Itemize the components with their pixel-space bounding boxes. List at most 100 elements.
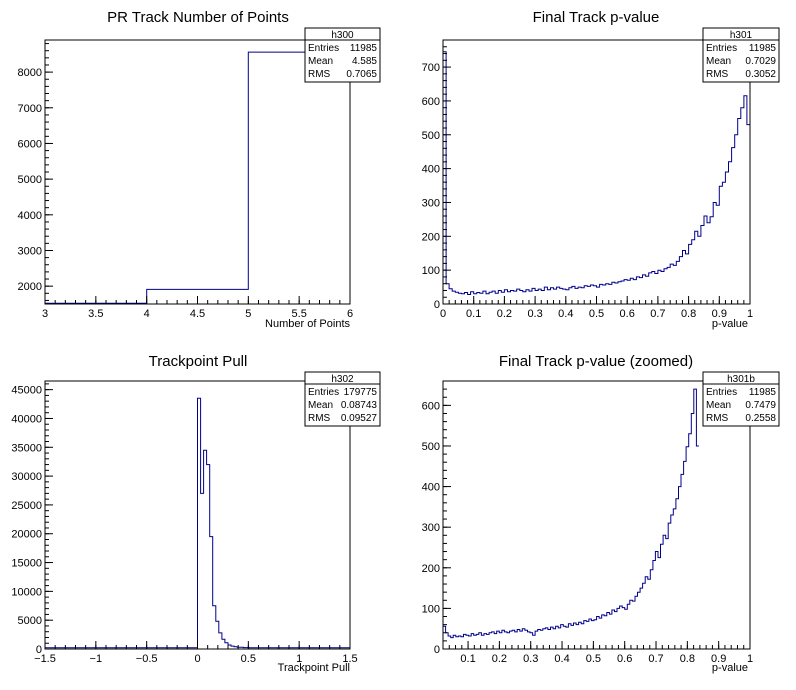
histogram-panel-1: PR Track Number of Points 3 3.5 4 4.5 5 5.5 6Nu…: [18, 9, 381, 330]
x-tick-label: 0.5: [241, 653, 256, 665]
y-axis: 2000 3000 4000 5000 6000 7000 8000: [18, 43, 53, 301]
stats-label: RMS: [308, 69, 331, 80]
stats-label: RMS: [706, 69, 729, 80]
y-tick-label: 600: [422, 400, 440, 412]
stats-box: h302 Entries 179775 Mean 0.08743 RMS 0.09527: [304, 371, 381, 427]
stats-box-frame: [702, 27, 780, 83]
y-tick-label: 0: [434, 644, 440, 656]
y-tick-label: 45000: [11, 385, 42, 397]
x-tick-label: 0.8: [680, 653, 695, 665]
stats-box: h301 Entries 11985 Mean 0.7029 RMS 0.3052: [702, 27, 780, 83]
stats-box-frame: [702, 371, 780, 427]
chart-title: Final Track p-value (zoomed): [499, 353, 693, 370]
chart-title: Trackpoint Pull: [149, 353, 248, 370]
stats-value: 4.585: [352, 56, 377, 67]
stats-label: RMS: [706, 413, 729, 424]
y-tick-label: 200: [422, 231, 440, 243]
x-tick-label: −0.5: [136, 653, 158, 665]
stats-value: 0.2558: [745, 413, 776, 424]
stats-value: 0.7065: [346, 69, 377, 80]
x-tick-label: 4.5: [190, 308, 205, 320]
histogram-series: [443, 51, 750, 295]
stats-value: 11985: [350, 43, 378, 54]
y-axis: 0 5000 10000 15000 20000 25000 30000 35000 40000…: [11, 383, 53, 656]
stats-value: 11985: [749, 43, 777, 54]
x-axis: 0.1 0.2 0.3 0.4 0.5 0.6 0.7 0.8 0.9 1: [442, 641, 753, 665]
x-tick-label: 0.3: [527, 308, 542, 320]
stats-label: Mean: [706, 400, 731, 411]
y-tick-label: 300: [422, 522, 440, 534]
y-tick-label: 700: [422, 62, 440, 74]
x-tick-label: 0.7: [650, 308, 665, 320]
stats-label: Entries: [706, 387, 737, 398]
y-tick-label: 5000: [18, 174, 42, 186]
x-tick-label: 0.1: [466, 308, 481, 320]
stats-label: Entries: [308, 387, 339, 398]
stats-label: RMS: [308, 413, 331, 424]
x-tick-label: 3.5: [88, 308, 103, 320]
histogram-series: [443, 388, 699, 639]
stats-box: h301b Entries 11985 Mean 0.7479 RMS 0.2558: [702, 371, 780, 427]
plot-frame: [442, 380, 751, 650]
x-axis-label: Number of Points: [265, 318, 350, 330]
x-tick-label: 1.5: [342, 653, 357, 665]
x-tick-label: 0.3: [523, 653, 538, 665]
y-tick-label: 100: [422, 603, 440, 615]
chart-title: PR Track Number of Points: [107, 9, 289, 26]
x-tick-label: 5.5: [292, 308, 307, 320]
x-tick-label: 0: [194, 653, 200, 665]
chart-title: Final Track p-value: [533, 9, 660, 26]
y-axis: 0 100 200 300 400 500 600 700: [422, 39, 451, 311]
stats-box-frame: [304, 27, 381, 83]
stats-box-name: h301b: [727, 374, 755, 385]
x-tick-label: 0.1: [460, 653, 475, 665]
y-tick-label: 500: [422, 441, 440, 453]
y-tick-label: 300: [422, 197, 440, 209]
histogram-series: [45, 397, 350, 649]
stats-value: 179775: [344, 387, 378, 398]
x-tick-label: −1.5: [34, 653, 56, 665]
y-tick-label: 3000: [18, 245, 42, 257]
x-tick-label: 1: [747, 653, 753, 665]
x-axis: −1.5 −1 −0.5 0 0.5 1 1.5: [34, 641, 358, 665]
x-tick-label: 0.4: [554, 653, 569, 665]
x-tick-label: 1: [296, 653, 302, 665]
y-tick-label: 200: [422, 563, 440, 575]
stats-box-frame: [304, 371, 381, 427]
x-axis-label: Trackpoint Pull: [278, 662, 350, 674]
y-tick-label: 6000: [18, 138, 42, 150]
stats-box-name: h302: [331, 374, 354, 385]
x-tick-label: 4: [144, 308, 150, 320]
x-tick-label: 0.9: [711, 653, 726, 665]
stats-label: Entries: [308, 43, 339, 54]
x-tick-label: 0: [440, 308, 446, 320]
x-tick-label: 0.4: [558, 308, 573, 320]
x-tick-label: 0.2: [497, 308, 512, 320]
stats-label: Entries: [706, 43, 737, 54]
x-tick-label: 1: [747, 308, 753, 320]
x-tick-label: 6: [347, 308, 353, 320]
stats-value: 0.7029: [745, 56, 776, 67]
x-tick-label: 0.9: [712, 308, 727, 320]
stats-value: 0.09527: [341, 413, 378, 424]
x-tick-label: 5: [245, 308, 251, 320]
x-tick-label: 0.6: [617, 653, 632, 665]
y-tick-label: 400: [422, 164, 440, 176]
stats-box: h300 Entries 11985 Mean 4.585 RMS 0.7065: [304, 27, 381, 83]
y-tick-label: 8000: [18, 67, 42, 79]
stats-label: Mean: [308, 56, 333, 67]
y-tick-label: 0: [36, 644, 42, 656]
x-tick-label: 0.7: [648, 653, 663, 665]
histogram-panel-4: Final Track p-value (zoomed) 0.1 0.2 0.3 0.4…: [422, 353, 780, 674]
y-tick-label: 7000: [18, 103, 42, 115]
y-tick-label: 500: [422, 130, 440, 142]
x-tick-label: 0.5: [586, 653, 601, 665]
y-tick-label: 600: [422, 96, 440, 108]
y-tick-label: 10000: [11, 586, 42, 598]
y-tick-label: 0: [434, 299, 440, 311]
x-axis: 0 0.1 0.2 0.3 0.4 0.5 0.6 0.7 0.8 0.9 1: [440, 296, 753, 320]
stats-label: Mean: [706, 56, 731, 67]
y-tick-label: 5000: [18, 615, 42, 627]
stats-value: 11985: [749, 387, 777, 398]
